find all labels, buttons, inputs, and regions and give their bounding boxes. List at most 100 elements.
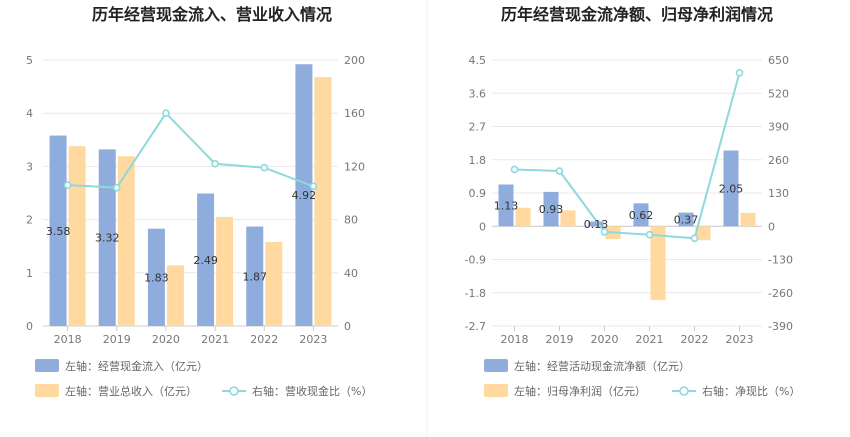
x-axis-tick-label: 2021 [201,333,229,346]
right-axis-tick-label: 520 [768,87,789,100]
left-axis-tick-label: 5 [26,54,33,67]
right-axis-tick-label: 260 [768,154,789,167]
legend-swatch [484,384,508,397]
left-axis-tick-label: 4.5 [469,54,487,67]
right-axis-tick-label: 390 [768,121,789,134]
bar-series-2 [166,265,184,326]
left-axis-tick-label: 2.7 [469,121,487,134]
bar-data-label: 4.92 [292,189,317,202]
bar-data-label: 0.37 [674,213,699,226]
bar-data-label: 0.62 [629,209,654,222]
bar-series-2 [314,77,332,326]
bar-data-label: 3.58 [46,225,71,238]
line-point [645,230,654,239]
bar-series-1 [49,135,67,326]
left-axis-tick-label: 4 [26,107,33,120]
bar-series-1 [633,203,649,227]
right-axis-tick-label: -130 [768,254,793,267]
bar-series-1 [543,191,559,227]
right-axis-tick-label: 120 [344,160,365,173]
x-axis-tick-label: 2023 [726,333,754,346]
bar-data-label: 1.87 [243,270,268,283]
bar-series-1 [246,226,264,326]
legend-label[interactable]: 左轴：营业总收入（亿元） [65,384,197,398]
line-point [260,163,269,172]
bar-data-label: 1.83 [144,271,169,284]
left-axis-tick-label: 1.8 [469,154,487,167]
left-axis-tick-label: 0.9 [469,187,487,200]
left-axis-tick-label: -1.8 [465,287,486,300]
bar-series-2 [695,226,711,241]
line-point [309,182,318,191]
bar-series-2 [265,241,283,326]
legend-label[interactable]: 左轴：经营活动现金流净额（亿元） [514,359,690,373]
right-axis-tick-label: 650 [768,54,789,67]
right-axis-tick-label: 40 [344,267,358,280]
left-axis-tick-label: -2.7 [465,320,486,333]
bar-series-1 [98,149,116,326]
legend-line-marker [679,386,689,396]
left-axis-tick-label: 0 [479,220,486,233]
chart-1: 0 1 2 3 4 5 0 40 80 120 160 200 2018 2019 2020 2021 2022… [26,54,372,398]
bar-data-label: 3.32 [95,232,120,245]
bar-series-1 [147,228,165,326]
right-axis-tick-label: 200 [344,54,365,67]
legend-swatch [484,359,508,372]
bar-series-2 [68,146,86,326]
right-axis-tick-label: -390 [768,320,793,333]
line-point [63,181,72,189]
bar-series-2 [560,210,576,227]
line-series [67,111,314,189]
x-axis-tick-label: 2020 [152,333,180,346]
chart-1-title: 历年经营现金流入、营业收入情况 [92,5,332,24]
chart-2: -2.7 -1.8 -0.9 0 0.9 1.8 2.7 3.6 4.5 -390 -260 -130… [465,54,801,398]
bar-series-1 [498,184,514,227]
line-point [162,109,170,117]
bar-data-label: 2.05 [719,182,744,195]
bar-series-2 [515,207,531,227]
bar-series-1 [723,150,739,227]
line-point [211,159,219,168]
x-axis-tick-label: 2019 [546,333,574,346]
x-axis-tick-label: 2020 [591,333,619,346]
line-point [112,183,121,192]
bar-data-label: 2.49 [193,254,218,267]
x-axis-tick-label: 2022 [250,333,278,346]
left-axis-tick-label: 1 [26,267,33,280]
legend-line-marker [229,386,239,396]
legend-swatch [35,359,59,372]
legend-label[interactable]: 左轴：归母净利润（亿元） [514,384,646,398]
x-axis-tick-label: 2018 [501,333,529,346]
line-point [735,68,744,77]
bar-series-2 [117,156,135,326]
legend-label[interactable]: 右轴：净现比（%） [702,384,800,398]
x-axis-tick-label: 2018 [54,333,82,346]
x-axis-tick-label: 2022 [681,333,709,346]
right-axis-tick-label: 0 [768,220,775,233]
right-axis-tick-label: -260 [768,287,793,300]
line-point [555,167,564,175]
chart-2-title: 历年经营现金流净额、归母净利润情况 [501,5,773,24]
left-axis-tick-label: 0 [26,320,33,333]
bar-series-1 [678,212,694,227]
line-series [514,72,741,240]
right-axis-tick-label: 130 [768,187,789,200]
bar-series-2 [650,226,666,301]
legend-label[interactable]: 右轴：营收现金比（%） [252,384,372,398]
legend-label[interactable]: 左轴：经营现金流入（亿元） [65,359,208,373]
line-point [690,234,699,243]
left-axis-tick-label: 3 [26,160,33,173]
line-point [600,228,609,236]
right-axis-tick-label: 80 [344,214,358,227]
legend-swatch [35,384,59,397]
x-axis-tick-label: 2019 [103,333,131,346]
bar-series-2 [216,216,234,326]
left-axis-tick-label: 3.6 [469,87,487,100]
line-point [510,165,519,174]
bar-series-2 [740,212,756,227]
bar-series-1 [295,64,313,327]
x-axis-tick-label: 2023 [299,333,327,346]
bar-data-label: 0.93 [539,203,564,216]
